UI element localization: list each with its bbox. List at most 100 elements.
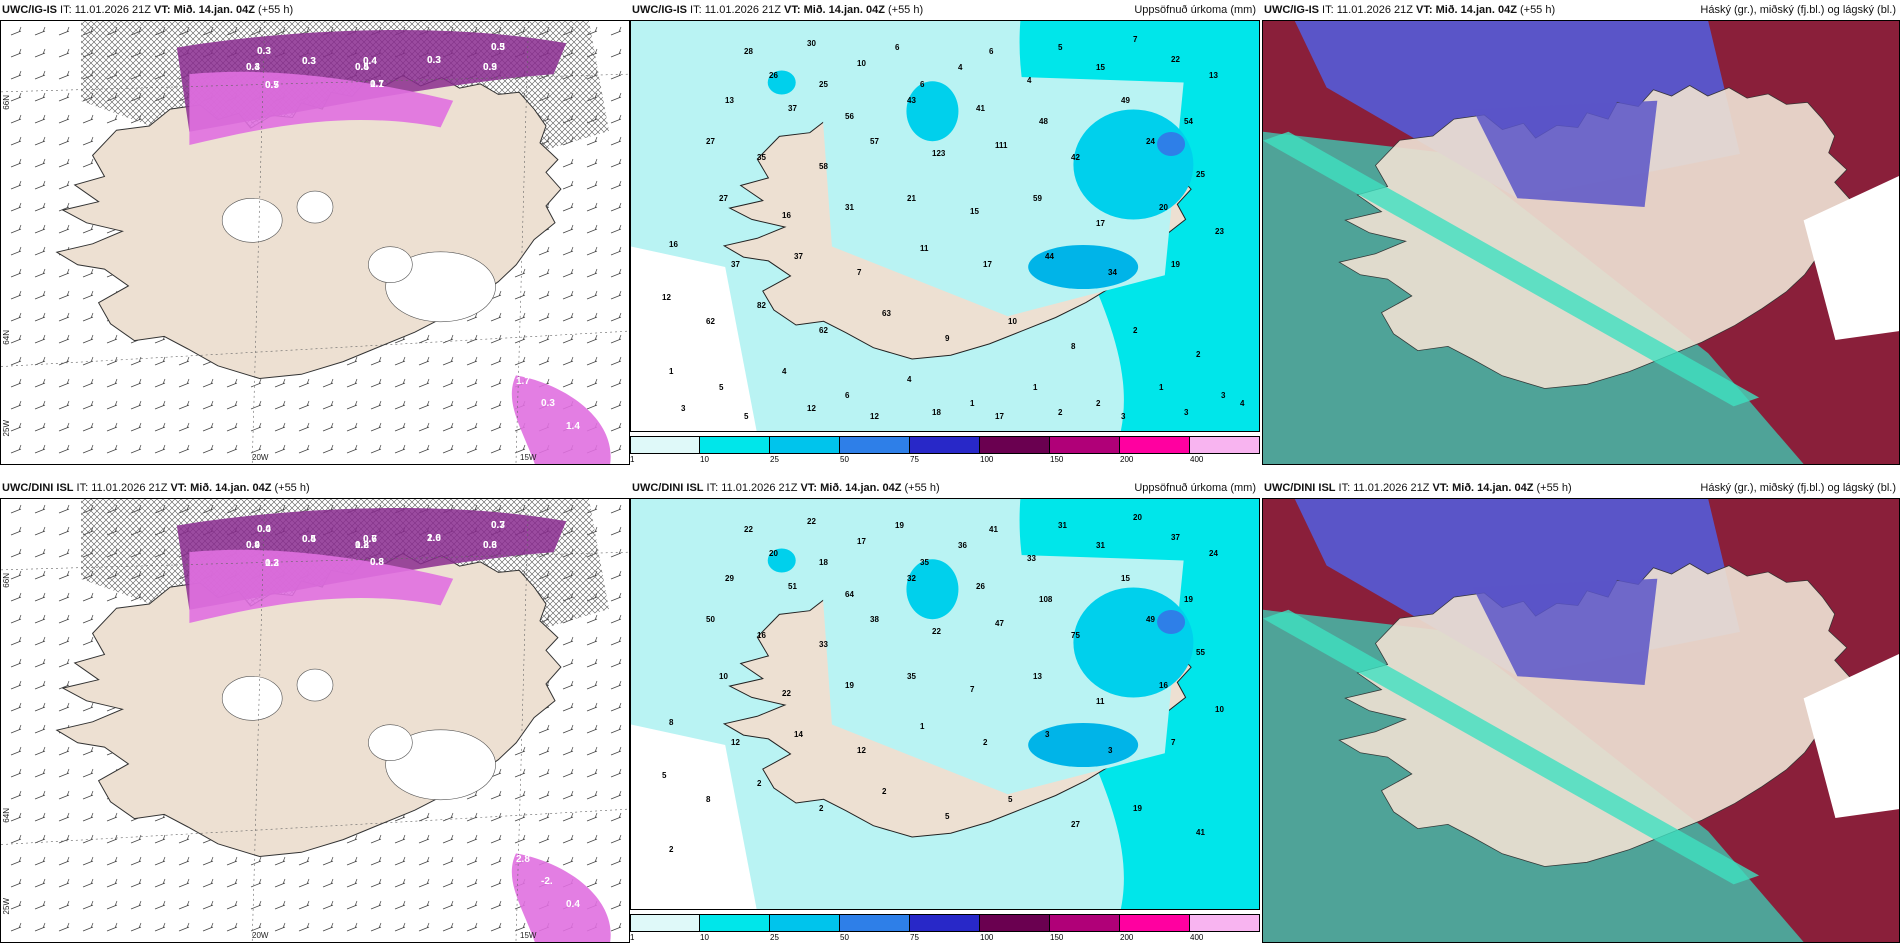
precip-value-label: 0.5 — [355, 62, 369, 73]
map-panel-dini-cloud: UWC/DINI ISL IT: 11.01.2026 21Z VT: Mið.… — [1262, 478, 1900, 948]
mid-cloud-over-land — [1472, 578, 1658, 686]
precip-amount-label: 2 — [757, 779, 762, 788]
precip-overlay — [176, 508, 611, 942]
map-panel-igis-cloud: UWC/IG-IS IT: 11.01.2026 21Z VT: Mið. 14… — [1262, 0, 1900, 470]
precip-amount-label: 2 — [1196, 350, 1201, 359]
map-frame[interactable] — [1262, 20, 1900, 465]
colorbar-swatch — [630, 914, 700, 932]
precip-amount-label: 41 — [989, 525, 998, 534]
precip-value-label: 0.4 — [566, 899, 580, 910]
model-name: UWC/DINI ISL — [632, 482, 704, 494]
precip-value-label: 0.3 — [302, 56, 316, 67]
glacier-area — [385, 251, 496, 323]
cloud-edge-band — [1263, 131, 1760, 407]
map-frame[interactable]: 28 30 26 25 10 6 6 4 6 4 5 15 7 22 13 13 37 56 43 41 48 49 54 2… — [630, 20, 1260, 432]
colorbar-swatch — [980, 436, 1050, 454]
precip-value-label: 0.3 — [265, 558, 279, 569]
valid-time: Mið. 14.jan. 04Z — [1452, 482, 1534, 494]
precip-amount-label: 38 — [870, 615, 879, 624]
precip-amount-label: 2 — [669, 845, 674, 854]
precip-amount-label: 35 — [907, 672, 916, 681]
precip-value-label: 0.3 — [370, 557, 384, 568]
colorbar-tick: 50 — [840, 455, 849, 464]
latitude-label: 25W — [2, 898, 11, 915]
colorbar-tick: 400 — [1190, 455, 1204, 464]
precip-amount-label: 5 — [1008, 795, 1013, 804]
clear-area — [1803, 176, 1899, 340]
init-time-label: IT: — [687, 4, 705, 16]
precip-amount-label: 26 — [976, 582, 985, 591]
colorbar-tick: 10 — [700, 455, 709, 464]
precip-amount-label: 37 — [788, 104, 797, 113]
precip-amount-label: 15 — [970, 207, 979, 216]
precip-amount-label: 17 — [995, 412, 1004, 421]
init-time: 11.01.2026 21Z — [1336, 4, 1413, 16]
precip-colorbar: 1 10 25 50 75 100 150 200 400 — [630, 436, 1260, 464]
clear-area — [1803, 654, 1899, 818]
precip-value-label: 0.3 — [483, 62, 497, 73]
precip-amount-label: 3 — [1045, 730, 1050, 739]
precip-amount-label: 35 — [757, 153, 766, 162]
precip-value-label: 0.0 — [257, 524, 271, 535]
precip-amount-label: 10 — [719, 672, 728, 681]
precip-amount-label: 5 — [1058, 43, 1063, 52]
colorbar-swatch — [840, 436, 910, 454]
precip-value-label: 1.0 — [427, 533, 441, 544]
colorbar-tick: 75 — [910, 933, 919, 942]
panel-header: UWC/DINI ISL IT: 11.01.2026 21Z VT: Mið.… — [1264, 478, 1572, 498]
precip-amount-label: 4 — [782, 367, 787, 376]
panel-header: UWC/IG-IS IT: 11.01.2026 21Z VT: Mið. 14… — [632, 0, 923, 20]
latitude-label: 25W — [2, 420, 11, 437]
precip-amount-label: 15 — [1121, 574, 1130, 583]
precip-amount-label: 8 — [1071, 342, 1076, 351]
precip-amount-label: 62 — [819, 326, 828, 335]
precip-value-label: 0.3 — [427, 55, 441, 66]
precip-amount-label: 41 — [976, 104, 985, 113]
panel-header: UWC/IG-IS IT: 11.01.2026 21Z VT: Mið. 14… — [1264, 0, 1555, 20]
precip-amount-label: 82 — [757, 301, 766, 310]
glacier-area — [221, 198, 283, 243]
precip-amount-label: 22 — [1171, 55, 1180, 64]
precip-amount-label: 22 — [807, 517, 816, 526]
colorbar-tick: 25 — [770, 933, 779, 942]
precip-amount-label: 48 — [1039, 117, 1048, 126]
precip-cell — [1028, 245, 1139, 289]
precip-amount-label: 34 — [1108, 268, 1117, 277]
precip-amount-label: 12 — [731, 738, 740, 747]
precip-amount-label: 6 — [989, 47, 994, 56]
precip-amount-label: 41 — [1196, 828, 1205, 837]
precip-amount-label: 16 — [1159, 681, 1168, 690]
precip-amount-label: 59 — [1033, 194, 1042, 203]
lead-time: (+55 h) — [1533, 482, 1572, 494]
map-panel-dini-wind: UWC/DINI ISL IT: 11.01.2026 21Z VT: Mið.… — [0, 478, 630, 948]
valid-time: Mið. 14.jan. 04Z — [820, 482, 902, 494]
precip-amount-label: 5 — [719, 383, 724, 392]
map-frame[interactable]: 0.4 0.4 0.7 1.0 0.3 0.9 0.8 0.3 1.2 0.3 0.0 0.5 0.6 2… — [0, 498, 630, 943]
colorbar-tick: 100 — [980, 455, 994, 464]
cloud-edge-band — [1263, 609, 1760, 885]
precip-value-label: 0.3 — [541, 398, 555, 409]
no-precip-area — [631, 246, 757, 431]
precip-overlay — [176, 30, 611, 464]
precip-value-label: 0.8 — [370, 557, 384, 568]
precip-amount-label: 19 — [895, 521, 904, 530]
init-time: 11.01.2026 21Z — [1353, 482, 1430, 494]
colorbar-swatch — [910, 436, 980, 454]
map-frame[interactable]: 0.3 0.3 0.4 0.3 0.3 0.4 0.4 0.3 0.5 0.7 0.3 0.3 0.4 0… — [0, 20, 630, 465]
precip-value-label: 0.7 — [265, 80, 279, 91]
colorbar-swatch — [770, 436, 840, 454]
precip-amount-label: 49 — [1146, 615, 1155, 624]
precip-amount-label: 27 — [719, 194, 728, 203]
precip-amount-label: 16 — [669, 240, 678, 249]
map-frame[interactable]: 22 22 20 18 17 19 35 36 41 33 31 31 20 37 24 29 51 64 32 26… — [630, 498, 1260, 910]
precip-value-label: 0.3 — [257, 46, 271, 57]
precip-value-label: 0.4 — [363, 56, 377, 67]
precip-value-label: 0.3 — [257, 46, 271, 57]
colorbar-tick: 25 — [770, 455, 779, 464]
map-frame[interactable] — [1262, 498, 1900, 943]
precip-amount-label: 44 — [1045, 252, 1054, 261]
precip-amount-label: 17 — [857, 537, 866, 546]
precip-value-label: 1.1 — [370, 79, 384, 90]
precip-value-label: 0.4 — [363, 56, 377, 67]
precip-amount-label: 4 — [1027, 76, 1032, 85]
